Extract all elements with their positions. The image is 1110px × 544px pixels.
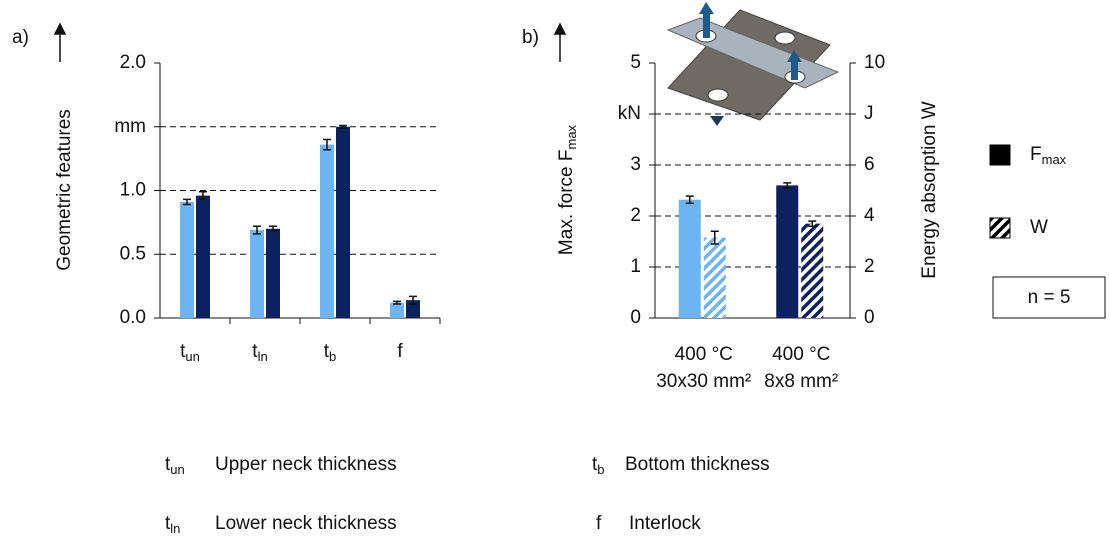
- bar: [679, 200, 701, 318]
- legend-swatch: [990, 145, 1010, 165]
- y-tick-label: 5: [630, 52, 641, 73]
- subscript: b: [597, 462, 604, 477]
- y-tick-label: 2: [864, 256, 875, 277]
- subscript: ln: [170, 521, 180, 536]
- y2-axis-label: Energy absorption W: [919, 101, 940, 278]
- symbol: f: [596, 513, 602, 534]
- y-tick-label: 2.0: [120, 52, 146, 73]
- y-tick-label: mm: [114, 116, 146, 137]
- y-tick-label: 0.5: [120, 243, 146, 264]
- subscript: max: [564, 124, 579, 149]
- bar: [776, 185, 798, 318]
- text-part: F: [1030, 144, 1042, 165]
- symbol: tln: [165, 513, 180, 536]
- y-tick-label: 3: [630, 154, 641, 175]
- y-tick-label: 1: [630, 256, 641, 277]
- subscript: un: [170, 462, 184, 477]
- legend-label: W: [1030, 217, 1048, 238]
- text-part: f: [397, 341, 403, 362]
- text-part: W: [1030, 217, 1048, 238]
- y-tick-label: 4: [864, 205, 875, 226]
- symbol: tun: [165, 454, 185, 477]
- bar: [180, 202, 194, 318]
- bar: [390, 303, 404, 318]
- y-axis-label: Geometric features: [54, 109, 75, 271]
- bar: [250, 230, 264, 318]
- symbol: tb: [592, 454, 605, 477]
- panel-label: b): [522, 27, 539, 48]
- annotation: n = 5: [1028, 287, 1071, 308]
- x-tick-label: f: [397, 341, 403, 362]
- subscript: ln: [258, 349, 268, 364]
- text-part: f: [596, 513, 602, 534]
- symbol-description: Bottom thickness: [625, 454, 770, 475]
- y-tick-label: 1.0: [120, 180, 146, 201]
- specimen-illustration: [668, 2, 838, 126]
- subscript: max: [1042, 152, 1067, 167]
- subscript: un: [185, 349, 199, 364]
- y-tick-label: 2: [630, 205, 641, 226]
- legend-swatch: [990, 218, 1010, 238]
- y-tick-label: 6: [864, 154, 875, 175]
- bar: [196, 196, 210, 318]
- x-tick-label: 30x30 mm²: [656, 371, 751, 392]
- x-tick-label: 400 °C: [772, 344, 830, 365]
- y-tick-label: 10: [864, 52, 885, 73]
- text-part: Max. force F: [556, 149, 577, 255]
- y-tick-label: kN: [618, 103, 641, 124]
- x-tick-label: tun: [180, 341, 200, 364]
- y-tick-label: 0: [864, 307, 875, 328]
- x-tick-label: tb: [324, 341, 337, 364]
- bar: [704, 238, 726, 318]
- bar: [320, 145, 334, 318]
- x-tick-label: 8x8 mm²: [764, 371, 838, 392]
- bar: [801, 224, 823, 318]
- symbol-description: Interlock: [629, 513, 701, 534]
- legend-label: Fmax: [1030, 144, 1067, 167]
- subscript: b: [329, 349, 336, 364]
- x-tick-label: tln: [252, 341, 267, 364]
- figure: a) 0.0 0.5 1.0 mm 2.0 Geometric features tun tln…: [0, 0, 1110, 539]
- bar: [336, 127, 350, 318]
- symbol-description: Lower neck thickness: [215, 513, 397, 534]
- y-tick-label: 0.0: [120, 307, 146, 328]
- bar: [266, 229, 280, 318]
- x-tick-label: 400 °C: [675, 344, 733, 365]
- y-tick-label: 0: [630, 307, 641, 328]
- y-tick-label: J: [864, 103, 874, 124]
- symbol-description: Upper neck thickness: [215, 454, 397, 475]
- y-axis-label: Max. force Fmax: [556, 124, 579, 255]
- panel-label: a): [12, 27, 29, 48]
